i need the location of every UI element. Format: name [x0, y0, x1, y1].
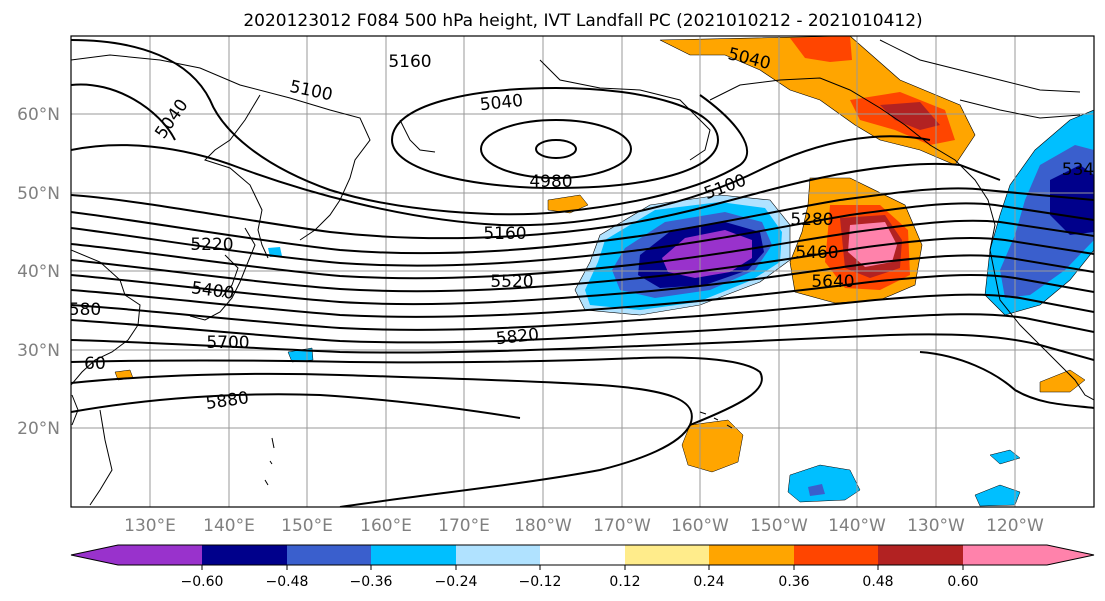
contour-label: 5640 [811, 272, 854, 292]
lon-label: 150°W [750, 516, 808, 536]
positive-anomaly-hawaii [681, 419, 744, 473]
positive-anomaly-alaska-darkred [880, 102, 940, 130]
positive-anomaly-patch-3 [1039, 369, 1086, 393]
contour-label: 534 [1062, 160, 1094, 180]
contour-label: 5220 [190, 235, 233, 255]
lon-label: 160°E [360, 516, 412, 536]
lat-label: 20°N [17, 419, 60, 439]
lat-label: 50°N [17, 184, 60, 204]
lat-label: 60°N [17, 105, 60, 125]
coastlines [71, 39, 1094, 506]
colorbar-segment [709, 545, 794, 565]
colorbar-tick-label: −0.36 [350, 574, 393, 590]
contour-label: 5040 [479, 91, 524, 115]
contour-label: 580 [69, 300, 101, 320]
colorbar-tick-label: −0.60 [181, 574, 224, 590]
positive-anomaly-alaska-red [790, 36, 852, 62]
graticule [71, 36, 1094, 507]
lon-label: 130°E [124, 516, 176, 536]
colorbar-segment [963, 545, 1047, 565]
lon-label: 150°E [281, 516, 333, 536]
map-frame [70, 35, 1095, 508]
lon-label: 180°W [514, 516, 572, 536]
colorbar: −0.60 −0.48 −0.36 −0.24 −0.12 0.12 0.24 0.36 0.4… [70, 544, 1095, 590]
colorbar-extend-high [1047, 545, 1094, 565]
colorbar-extend-low [71, 545, 118, 565]
colorbar-tick-label: 0.48 [862, 574, 893, 590]
contour-label: 5280 [790, 210, 833, 230]
positive-anomaly-alaska-orange [659, 36, 976, 166]
negative-anomaly-patch-1 [787, 464, 861, 503]
colorbar-outline [70, 544, 1095, 566]
lon-label: 160°W [671, 516, 729, 536]
colorbar-ticks: −0.60 −0.48 −0.36 −0.24 −0.12 0.12 0.24 0.36 0.4… [181, 565, 979, 590]
contour-label: 5820 [495, 325, 540, 349]
negative-anomaly-central-purple [662, 230, 752, 278]
colorbar-segment [456, 545, 540, 565]
colorbar-segment [202, 545, 287, 565]
lon-label: 120°W [986, 516, 1044, 536]
map-panel: 5160 5100 5040 5040 5040 4980 5100 5280 … [69, 35, 1095, 508]
colorbar-tick-label: 0.36 [778, 574, 809, 590]
colorbar-segments [71, 545, 1094, 565]
positive-anomaly-pacific-pink [848, 222, 897, 267]
contour-label: 5700 [206, 333, 249, 353]
colorbar-tick-label: −0.12 [519, 574, 562, 590]
colorbar-tick-label: −0.48 [266, 574, 309, 590]
negative-anomaly-patch-2 [974, 484, 1021, 507]
colorbar-segment [794, 545, 878, 565]
colorbar-tick-label: 0.12 [609, 574, 640, 590]
map-title: 2020123012 F084 500 hPa height, IVT Land… [243, 11, 922, 31]
colorbar-segment [540, 545, 625, 565]
latitude-labels: 60°N 50°N 40°N 30°N 20°N [17, 105, 60, 439]
contour-label: 5460 [795, 243, 838, 263]
colorbar-segment [878, 545, 963, 565]
colorbar-segment [625, 545, 709, 565]
negative-anomaly-patch-3 [989, 449, 1021, 465]
contour-label: 4980 [529, 172, 572, 192]
height-contours [71, 39, 1094, 507]
lon-label: 170°E [438, 516, 490, 536]
lon-label: 130°W [907, 516, 965, 536]
colorbar-tick-label: 0.60 [947, 574, 978, 590]
colorbar-tick-label: −0.24 [435, 574, 478, 590]
contour-label: 5160 [483, 224, 526, 244]
lat-label: 30°N [17, 341, 60, 361]
lon-label: 140°E [203, 516, 255, 536]
colorbar-tick-label: 0.24 [693, 574, 724, 590]
lon-label: 140°W [828, 516, 886, 536]
negative-anomaly-patch-1-core [808, 484, 825, 496]
colorbar-segment [118, 545, 202, 565]
contour-label: 60 [84, 354, 106, 374]
colorbar-segment [287, 545, 371, 565]
shaded-anomaly-fields [114, 36, 1094, 507]
lon-label: 170°W [593, 516, 651, 536]
contour-label: 5520 [490, 272, 533, 292]
contour-label: 5160 [388, 52, 431, 72]
colorbar-segment [371, 545, 456, 565]
lat-label: 40°N [17, 262, 60, 282]
longitude-labels: 130°E 140°E 150°E 160°E 170°E 180°W 170°… [124, 516, 1044, 536]
